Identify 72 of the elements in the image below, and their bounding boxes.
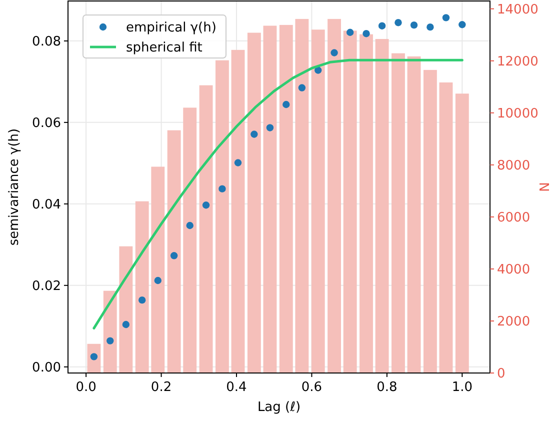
y2-tick-label: 4000 — [497, 262, 530, 278]
point — [426, 23, 434, 31]
point — [218, 185, 226, 192]
point — [330, 49, 338, 56]
bar — [183, 108, 197, 373]
point — [154, 276, 162, 284]
bar — [295, 18, 309, 373]
point — [250, 130, 258, 138]
x-tick-label: 1.0 — [452, 380, 473, 395]
bar — [375, 38, 389, 373]
point — [138, 296, 146, 304]
y2-tick-label: 12000 — [497, 54, 538, 70]
bar — [247, 32, 261, 373]
y-tick-label: 0.08 — [32, 34, 61, 50]
x-tick-label: 0.6 — [301, 380, 322, 395]
point — [346, 28, 354, 36]
y-tick-label: 0.02 — [32, 278, 61, 294]
x-tick-label: 0.4 — [226, 380, 247, 395]
bar — [392, 53, 405, 373]
bar — [439, 82, 453, 373]
point — [314, 66, 322, 74]
y-tick-label: 0.06 — [32, 116, 61, 131]
bar — [360, 34, 373, 373]
bar — [167, 130, 181, 373]
bar — [231, 50, 245, 373]
bar — [87, 344, 101, 373]
point — [442, 14, 450, 22]
point — [282, 100, 290, 108]
point — [362, 30, 370, 38]
bar — [343, 30, 357, 373]
point — [410, 21, 418, 29]
bar — [215, 60, 229, 373]
bar — [103, 290, 117, 373]
point — [298, 84, 306, 92]
point — [186, 222, 194, 230]
bar — [263, 26, 277, 373]
legend-label: empirical γ(h) — [126, 20, 216, 36]
y2-tick-label: 0 — [497, 366, 506, 382]
x-tick-label: 0.0 — [76, 380, 96, 395]
point — [234, 159, 242, 166]
bar — [423, 70, 437, 373]
bar — [119, 246, 133, 373]
bar — [407, 56, 421, 373]
point — [122, 320, 130, 328]
x-axis-title: Lag (ℓ) — [257, 400, 301, 415]
y-tick-label: 0.04 — [32, 197, 61, 212]
x-tick-label: 0.2 — [150, 380, 172, 395]
y2-tick-label: 6000 — [497, 210, 530, 226]
x-tick-label: 0.8 — [376, 380, 398, 395]
point — [266, 124, 274, 132]
bar — [328, 18, 341, 373]
bar — [455, 94, 469, 373]
bar — [199, 85, 213, 373]
bar — [311, 30, 325, 373]
bar — [151, 166, 165, 373]
y-axis-title: semivariance γ(h) — [7, 128, 22, 246]
point — [202, 202, 210, 209]
line-series — [92, 58, 464, 330]
point — [458, 21, 466, 28]
bar — [279, 24, 293, 373]
point — [394, 18, 402, 26]
y2-tick-label: 10000 — [497, 106, 538, 122]
y2-tick-label: 2000 — [497, 314, 530, 330]
point — [170, 252, 178, 260]
legend-label: spherical fit — [126, 40, 202, 56]
point — [106, 337, 114, 344]
y-tick-label: 0.00 — [32, 360, 61, 376]
y2-tick-label: 14000 — [497, 2, 538, 18]
bar — [135, 201, 149, 373]
point — [378, 22, 386, 30]
y2-axis-title: N — [538, 182, 553, 192]
y2-tick-label: 8000 — [497, 158, 530, 174]
